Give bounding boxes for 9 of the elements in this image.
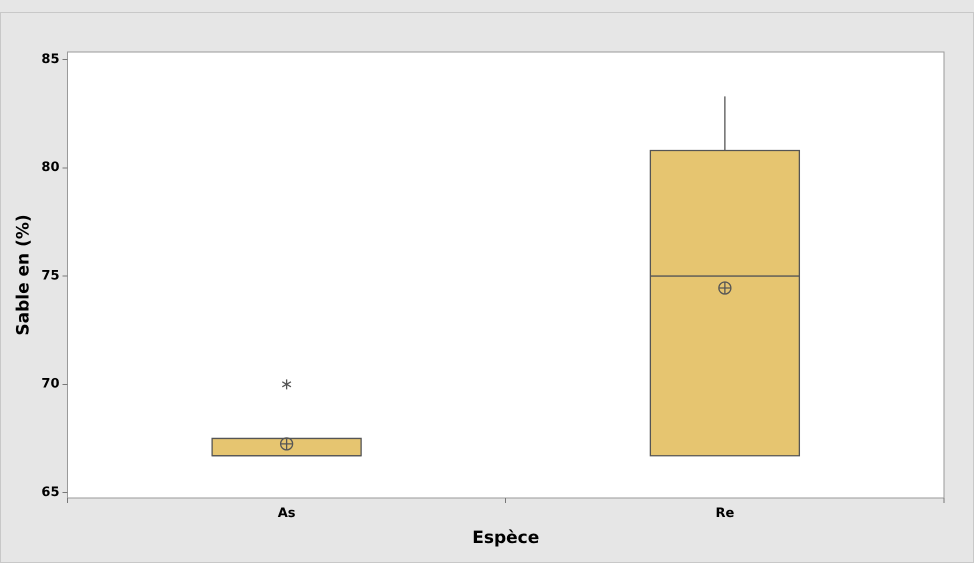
x-axis-title: Espèce (472, 528, 540, 548)
x-tick-label: As (278, 506, 296, 522)
y-tick-label: 65 (41, 484, 60, 500)
y-tick-label: 70 (41, 376, 60, 392)
x-tick-label: Re (715, 506, 734, 522)
y-axis-title: Sable en (%) (14, 214, 34, 336)
y-tick-label: 80 (41, 160, 60, 176)
y-tick-label: 85 (41, 52, 60, 67)
y-tick-label: 75 (41, 268, 60, 284)
